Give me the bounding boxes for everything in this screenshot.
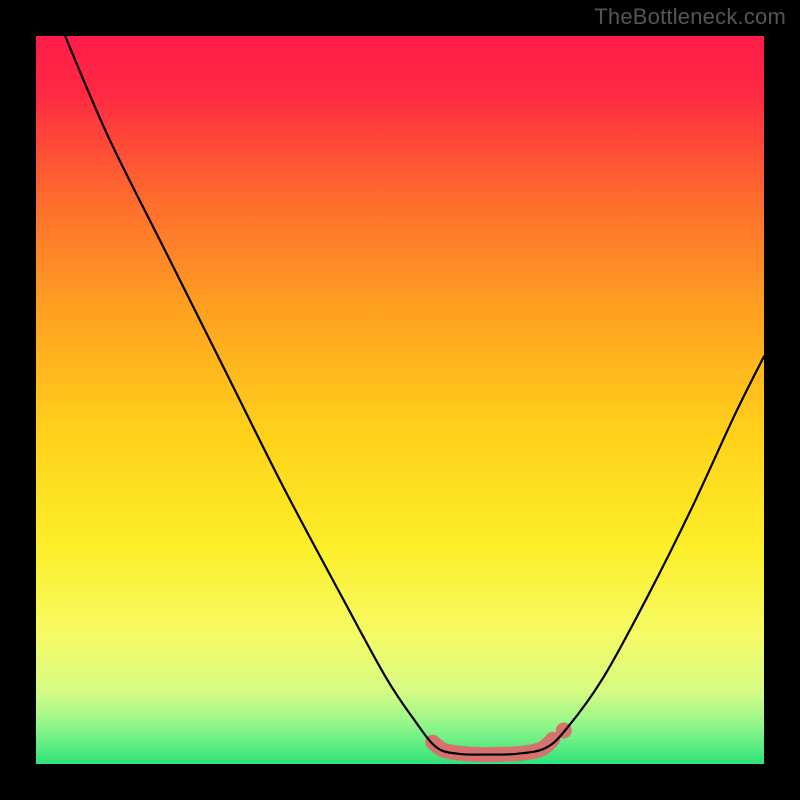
bottleneck-curve-chart: [0, 0, 800, 800]
gradient-plot-area: [36, 36, 764, 764]
chart-stage: TheBottleneck.com: [0, 0, 800, 800]
watermark-text: TheBottleneck.com: [594, 4, 786, 30]
